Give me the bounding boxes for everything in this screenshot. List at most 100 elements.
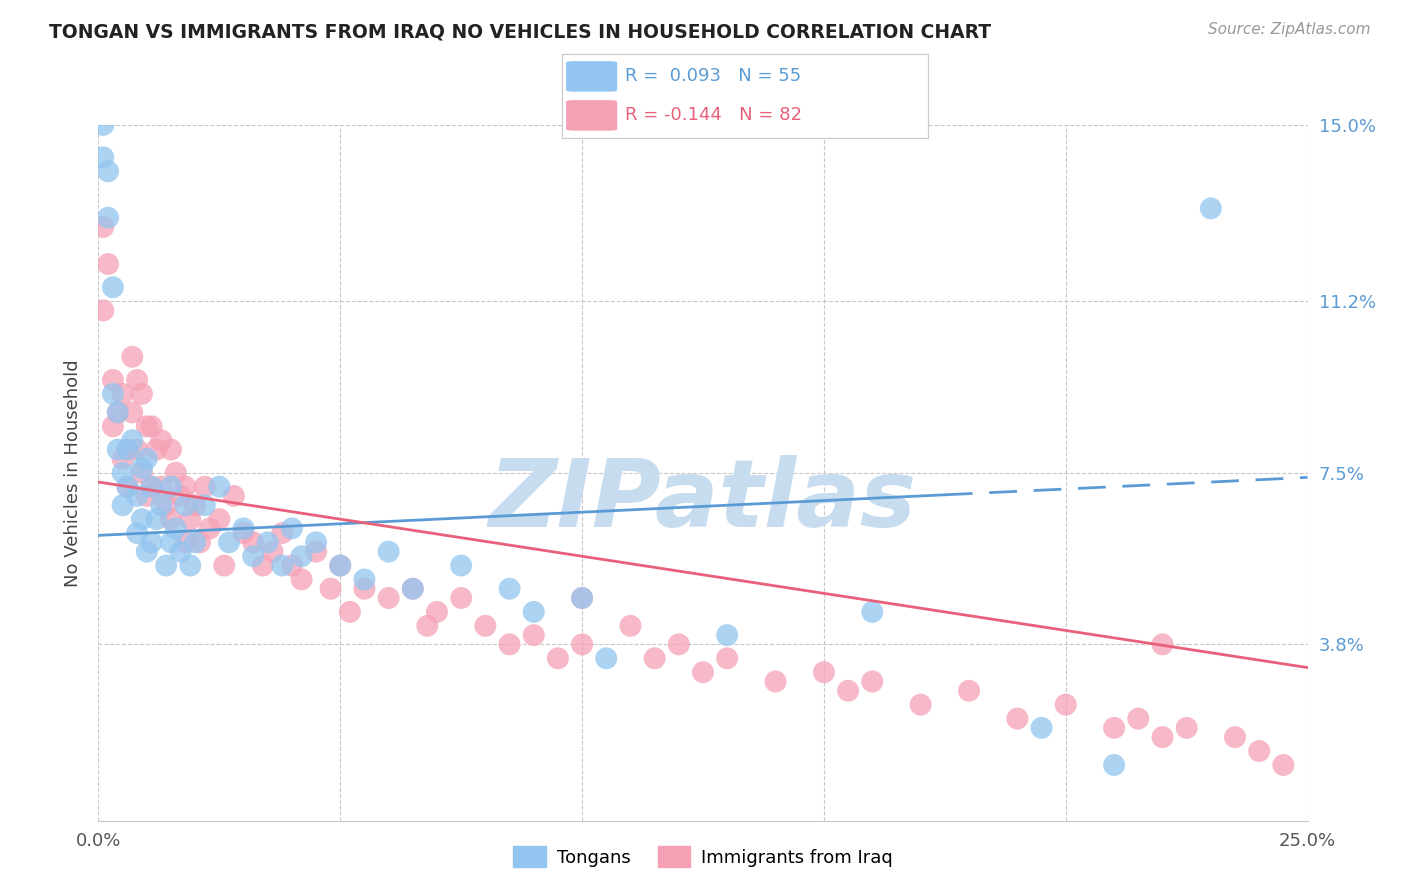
Point	[523, 605, 546, 619]
Point	[135, 419, 157, 434]
Point	[329, 558, 352, 573]
Point	[111, 387, 134, 401]
Point	[271, 526, 294, 541]
Point	[232, 526, 254, 541]
Point	[135, 451, 157, 466]
Point	[765, 674, 787, 689]
Point	[107, 405, 129, 419]
Point	[571, 591, 593, 605]
Point	[97, 257, 120, 271]
Point	[256, 535, 278, 549]
Point	[329, 558, 352, 573]
Point	[188, 535, 211, 549]
Point	[281, 558, 304, 573]
Point	[194, 498, 217, 512]
Point	[416, 619, 439, 633]
Point	[127, 489, 149, 503]
Point	[450, 591, 472, 605]
Point	[111, 498, 134, 512]
Point	[135, 544, 157, 558]
Point	[169, 489, 191, 503]
Point	[692, 665, 714, 680]
Point	[377, 544, 399, 558]
Point	[121, 434, 143, 448]
Point	[174, 535, 197, 549]
Point	[160, 512, 183, 526]
Point	[1007, 712, 1029, 726]
Point	[242, 549, 264, 564]
Point	[150, 498, 173, 512]
Point	[117, 480, 139, 494]
Point	[97, 211, 120, 225]
Point	[131, 466, 153, 480]
Point	[155, 498, 177, 512]
Point	[281, 521, 304, 535]
Point	[91, 150, 114, 164]
Point	[290, 573, 312, 587]
Point	[319, 582, 342, 596]
Point	[91, 219, 114, 234]
Point	[127, 442, 149, 457]
Point	[150, 480, 173, 494]
Point	[121, 405, 143, 419]
Point	[141, 480, 163, 494]
Point	[523, 628, 546, 642]
Point	[426, 605, 449, 619]
Point	[208, 512, 231, 526]
Text: Source: ZipAtlas.com: Source: ZipAtlas.com	[1208, 22, 1371, 37]
FancyBboxPatch shape	[567, 62, 617, 92]
Point	[131, 461, 153, 475]
Text: TONGAN VS IMMIGRANTS FROM IRAQ NO VEHICLES IN HOUSEHOLD CORRELATION CHART: TONGAN VS IMMIGRANTS FROM IRAQ NO VEHICL…	[49, 22, 991, 41]
Point	[595, 651, 617, 665]
Point	[169, 544, 191, 558]
Point	[117, 442, 139, 457]
Point	[1199, 202, 1222, 216]
Point	[813, 665, 835, 680]
Point	[716, 651, 738, 665]
Point	[184, 498, 207, 512]
Point	[194, 480, 217, 494]
Point	[668, 637, 690, 651]
Point	[860, 605, 883, 619]
Point	[1175, 721, 1198, 735]
Point	[160, 442, 183, 457]
Point	[208, 480, 231, 494]
Point	[910, 698, 932, 712]
Point	[252, 558, 274, 573]
Point	[101, 280, 124, 294]
Point	[1223, 730, 1246, 744]
Point	[353, 573, 375, 587]
Point	[131, 512, 153, 526]
Point	[860, 674, 883, 689]
Point	[121, 350, 143, 364]
Text: R = -0.144   N = 82: R = -0.144 N = 82	[624, 106, 801, 124]
Point	[271, 558, 294, 573]
Legend: Tongans, Immigrants from Iraq: Tongans, Immigrants from Iraq	[506, 839, 900, 874]
Point	[127, 526, 149, 541]
Point	[155, 558, 177, 573]
Point	[141, 480, 163, 494]
Point	[184, 535, 207, 549]
Point	[1128, 712, 1150, 726]
Text: ZIPatlas: ZIPatlas	[489, 455, 917, 547]
FancyBboxPatch shape	[567, 100, 617, 130]
Point	[353, 582, 375, 596]
Point	[111, 466, 134, 480]
Point	[402, 582, 425, 596]
Point	[1249, 744, 1271, 758]
Point	[305, 535, 328, 549]
Point	[91, 303, 114, 318]
Point	[498, 582, 520, 596]
Point	[619, 619, 641, 633]
Point	[571, 637, 593, 651]
Point	[179, 512, 201, 526]
Point	[262, 544, 284, 558]
Point	[135, 489, 157, 503]
Point	[165, 521, 187, 535]
Point	[107, 405, 129, 419]
Point	[1031, 721, 1053, 735]
Point	[174, 480, 197, 494]
Point	[145, 512, 167, 526]
Point	[716, 628, 738, 642]
Text: R =  0.093   N = 55: R = 0.093 N = 55	[624, 68, 801, 86]
